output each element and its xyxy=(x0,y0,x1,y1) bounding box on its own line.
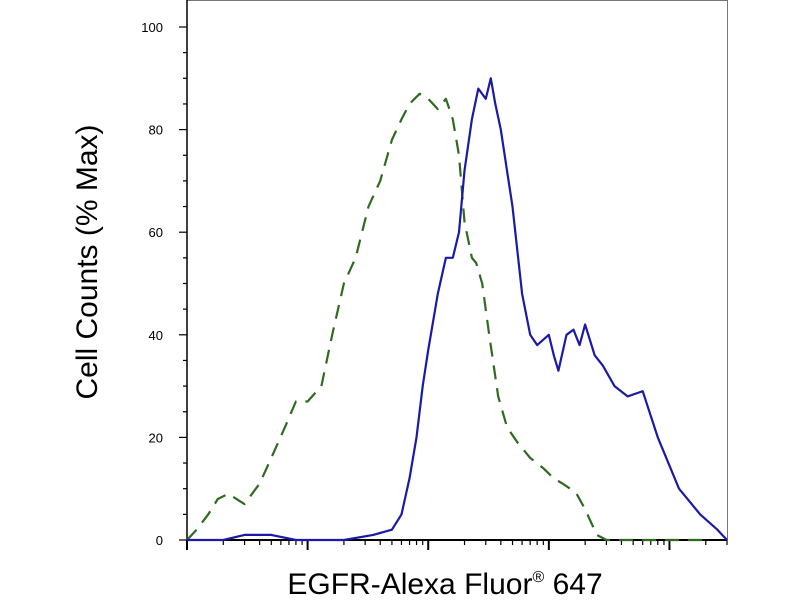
x-axis-label-superscript: ® xyxy=(532,569,544,586)
y-tick-label: 80 xyxy=(149,123,163,138)
y-tick-label: 60 xyxy=(149,225,163,240)
x-axis-label: EGFR-Alexa Fluor® 647 xyxy=(287,568,602,600)
y-axis-label: Cell Counts (% Max) xyxy=(71,124,104,399)
y-tick-label: 20 xyxy=(149,430,163,445)
y-tick-label: 100 xyxy=(141,20,163,35)
x-axis-label-main: EGFR-Alexa Fluor xyxy=(287,568,532,600)
x-axis-label-suffix: 647 xyxy=(544,568,602,600)
y-tick-label: 40 xyxy=(149,328,163,343)
y-axis: 0 20 40 60 80 100 xyxy=(141,0,188,548)
y-tick-label: 0 xyxy=(156,533,163,548)
series-layer xyxy=(186,77,728,542)
series-line-dashed xyxy=(186,92,706,542)
x-axis xyxy=(186,539,728,550)
series-line-solid xyxy=(187,77,728,542)
plot-frame xyxy=(187,0,728,540)
